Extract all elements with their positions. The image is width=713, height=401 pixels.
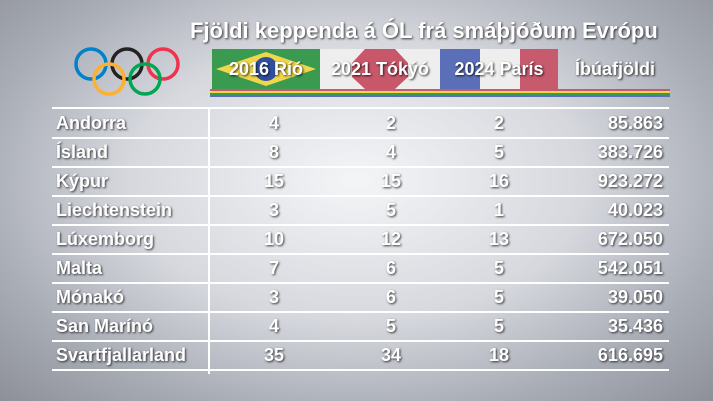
cell-paris: 5	[493, 258, 504, 278]
grid-line	[52, 253, 669, 255]
cell-paris: 16	[488, 171, 510, 191]
grid-line	[52, 166, 669, 168]
country-label: Andorra	[56, 113, 127, 133]
cell-tokyo: 6	[385, 287, 396, 307]
cell-paris: 13	[488, 229, 510, 249]
data-table: Andorra 4 2 2 85.863 Ísland 8 4 5 383.726 Kýpur 15 1…	[52, 107, 669, 374]
grid-line	[208, 107, 210, 374]
cell-tokyo: 2	[385, 113, 396, 133]
japan-flag-icon	[320, 49, 440, 89]
grid-line	[52, 282, 669, 284]
country-label: Svartfjallarland	[56, 345, 187, 365]
header-paris-label: 2024 París	[454, 58, 544, 79]
cell-rio: 8	[268, 142, 279, 162]
cell-population: 39.050	[607, 287, 663, 307]
cell-rio: 3	[268, 200, 279, 220]
cell-population: 383.726	[597, 142, 663, 162]
country-label: Kýpur	[56, 171, 109, 191]
cell-population: 35.436	[607, 316, 663, 336]
header-paris: 2024 París	[440, 49, 558, 89]
cell-paris: 18	[488, 345, 510, 365]
cell-tokyo: 4	[385, 142, 396, 162]
cell-paris: 2	[493, 113, 504, 133]
cell-paris: 5	[493, 316, 504, 336]
cell-rio: 35	[263, 345, 285, 365]
cell-population: 85.863	[607, 113, 663, 133]
country-label: Mónakó	[56, 287, 125, 307]
olympic-color-stripes	[210, 89, 670, 97]
header-rio: 2016 Ríó	[212, 49, 320, 89]
grid-line	[52, 195, 669, 197]
cell-population: 40.023	[607, 200, 663, 220]
country-label: Liechtenstein	[56, 200, 173, 220]
cell-tokyo: 5	[385, 316, 396, 336]
brazil-flag-icon	[212, 49, 320, 89]
cell-paris: 1	[493, 200, 504, 220]
cell-population: 542.051	[597, 258, 663, 278]
grid-line	[52, 311, 669, 313]
cell-rio: 4	[268, 316, 279, 336]
cell-population: 672.050	[597, 229, 663, 249]
cell-tokyo: 5	[385, 200, 396, 220]
cell-rio: 10	[263, 229, 285, 249]
country-label: San Marínó	[56, 316, 154, 336]
cell-rio: 15	[263, 171, 285, 191]
country-label: Ísland	[56, 142, 109, 162]
france-flag-icon	[440, 49, 558, 89]
grid-line	[52, 107, 669, 109]
cell-tokyo: 12	[380, 229, 402, 249]
grid-line	[52, 137, 669, 139]
cell-tokyo: 34	[380, 345, 402, 365]
cell-rio: 3	[268, 287, 279, 307]
cell-paris: 5	[493, 287, 504, 307]
cell-paris: 5	[493, 142, 504, 162]
cell-tokyo: 15	[380, 171, 402, 191]
header-tokyo: 2021 Tókýó	[320, 49, 440, 89]
cell-population: 923.272	[597, 171, 663, 191]
cell-rio: 7	[268, 258, 279, 278]
olympic-rings-icon	[74, 47, 180, 96]
cell-population: 616.695	[597, 345, 663, 365]
header-tokyo-label: 2021 Tókýó	[330, 58, 430, 79]
grid-line	[52, 369, 669, 371]
header-population-label: Íbúafjöldi	[575, 58, 655, 79]
chart-title: Fjöldi keppenda á ÓL frá smáþjóðum Evróp…	[190, 18, 658, 43]
grid-line	[52, 224, 669, 226]
country-label: Lúxemborg	[56, 229, 155, 249]
header-population: Íbúafjöldi	[560, 49, 670, 89]
grid-line	[52, 340, 669, 342]
cell-rio: 4	[268, 113, 279, 133]
header-rio-label: 2016 Ríó	[228, 58, 304, 79]
cell-tokyo: 6	[385, 258, 396, 278]
country-label: Malta	[56, 258, 103, 278]
